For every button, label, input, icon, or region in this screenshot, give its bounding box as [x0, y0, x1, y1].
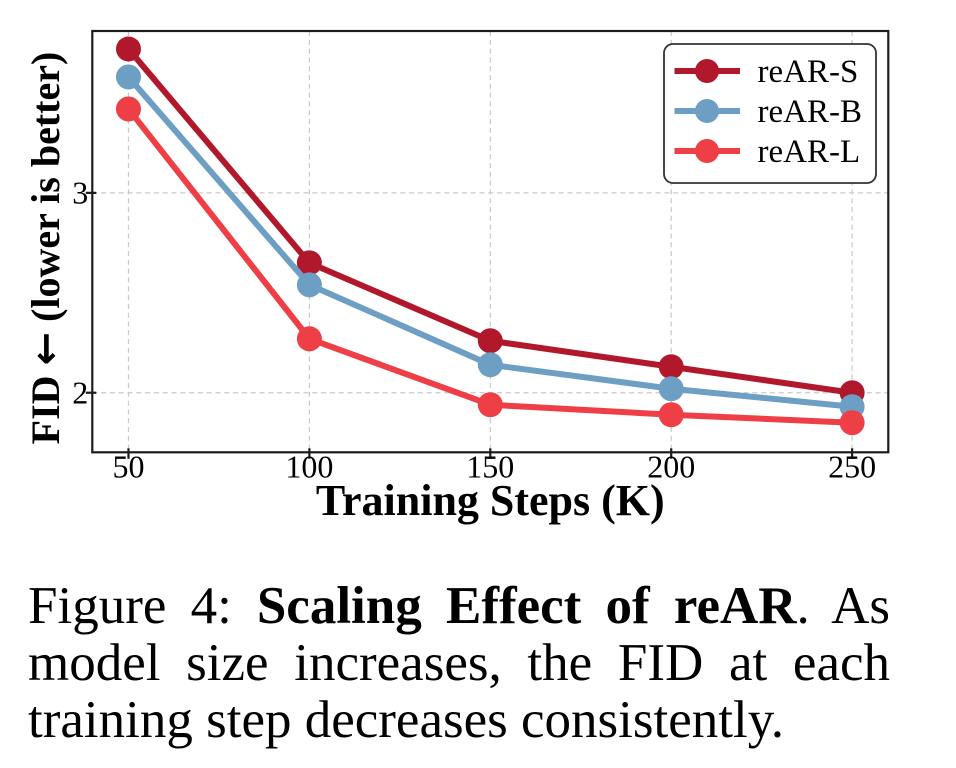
series-reAR-B	[115, 64, 865, 420]
legend-item-reAR-L: reAR-L	[674, 134, 861, 170]
series-reAR-L	[115, 96, 865, 436]
y-axis-label: FID ← (lower is better)	[23, 52, 69, 445]
caption-figure-label: Figure 4:	[28, 577, 232, 635]
legend-label: reAR-L	[758, 134, 861, 170]
data-point-marker-reAR-S	[296, 250, 322, 276]
data-point-marker-reAR-S	[115, 36, 141, 62]
data-point-marker-reAR-L	[296, 326, 322, 352]
fid-line-chart: 50 100 150 200 250 2 3 Training Steps (K) FID ← …	[23, 29, 890, 525]
data-point-marker-reAR-B	[115, 64, 141, 90]
data-point-marker-reAR-L	[658, 402, 684, 428]
legend-item-reAR-S: reAR-S	[674, 54, 859, 90]
figure-caption: Figure 4: Scaling Effect of reAR. As mode…	[28, 578, 890, 749]
data-point-marker-reAR-L	[839, 410, 865, 436]
caption-title: Scaling Effect of reAR	[256, 577, 797, 635]
data-point-marker-reAR-B	[658, 376, 684, 402]
x-tick-label: 100	[285, 449, 333, 485]
legend-marker	[695, 59, 719, 83]
legend-marker	[695, 139, 719, 163]
data-point-marker-reAR-S	[477, 328, 503, 354]
x-tick-label: 250	[828, 449, 876, 485]
data-point-marker-reAR-B	[477, 352, 503, 378]
data-point-marker-reAR-L	[115, 96, 141, 122]
legend-marker	[695, 99, 719, 123]
x-tick-label: 50	[112, 449, 144, 485]
data-point-marker-reAR-S	[658, 354, 684, 380]
x-axis-label: Training Steps (K)	[316, 476, 665, 525]
legend-item-reAR-B: reAR-B	[674, 94, 862, 130]
x-tick-label: 150	[466, 449, 514, 485]
y-tick-label: 3	[72, 175, 88, 211]
caption-line-3: training step decreases consistently.	[28, 691, 785, 749]
legend: reAR-S reAR-B reAR-L	[663, 43, 877, 184]
legend-label: reAR-B	[758, 94, 862, 130]
y-tick-label: 2	[72, 375, 88, 411]
data-point-marker-reAR-L	[477, 392, 503, 418]
x-tick-label: 200	[647, 449, 695, 485]
caption-line-2: model size increases, the FID at each	[28, 634, 890, 692]
caption-after-title: . As	[796, 577, 890, 635]
ticks: 50 100 150 200 250 2 3	[72, 175, 876, 485]
data-point-marker-reAR-B	[296, 272, 322, 298]
caption-line-1: Figure 4: Scaling Effect of reAR. As	[28, 578, 890, 635]
legend-label: reAR-S	[758, 54, 859, 90]
